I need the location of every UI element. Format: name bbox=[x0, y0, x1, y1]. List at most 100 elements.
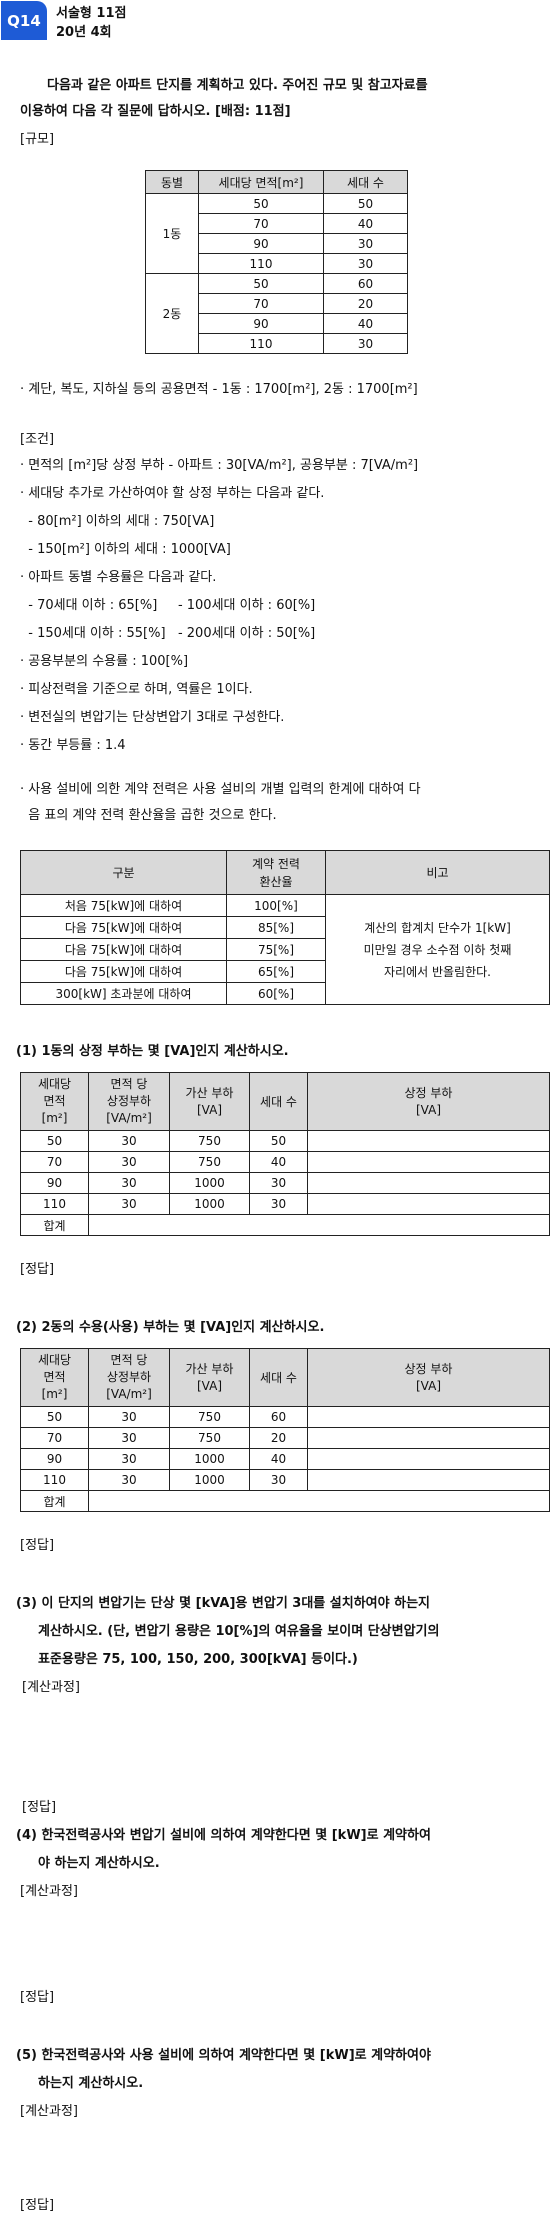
q2-cell: 20 bbox=[249, 1427, 308, 1449]
exam-session: 20년 4회 bbox=[56, 25, 112, 40]
condition-item: - 80[m²] 이하의 세대 : 750[VA] bbox=[20, 514, 215, 529]
conditions-list: · 면적의 [m²]당 상정 부하 - 아파트 : 30[VA/m²], 공용부… bbox=[20, 454, 550, 762]
contract-remark: 계산의 합계치 단수가 1[kW] 미만일 경우 소수점 이하 첫째 자리에서 … bbox=[325, 894, 550, 1005]
contract-rate: 65[%] bbox=[226, 960, 326, 983]
q1-cell: 90 bbox=[20, 1172, 89, 1194]
q2-title: (2) 2동의 수용(사용) 부하는 몇 [VA]인지 계산하시오. bbox=[16, 1320, 325, 1335]
area-cell: 110 bbox=[198, 333, 324, 354]
contract-category: 다음 75[kW]에 대하여 bbox=[20, 938, 227, 961]
q1-cell: 750 bbox=[169, 1151, 250, 1173]
dong-cell: 2동 bbox=[145, 273, 199, 354]
scale-table: 동별 세대당 면적[m²] 세대 수 1동 50 50 70 40 90 30 110… bbox=[145, 170, 408, 354]
q1-answer-cell[interactable] bbox=[307, 1130, 550, 1152]
area-cell: 70 bbox=[198, 293, 324, 314]
condition-item: · 공용부분의 수용률 : 100[%] bbox=[20, 654, 189, 669]
q2-header-area: 세대당 면적 [m²] bbox=[20, 1348, 89, 1407]
common-area-note: · 계단, 복도, 지하실 등의 공용면적 - 1동 : 1700[m²], 2… bbox=[20, 382, 418, 397]
q1-cell: 30 bbox=[88, 1151, 170, 1173]
area-cell: 90 bbox=[198, 313, 324, 334]
q1-header-add-load: 가산 부하 [VA] bbox=[169, 1072, 250, 1131]
q1-header-estimated-load: 상정 부하 [VA] bbox=[307, 1072, 550, 1131]
contract-rate: 75[%] bbox=[226, 938, 326, 961]
q2-answer-cell[interactable] bbox=[307, 1406, 550, 1428]
condition-item: · 피상전력을 기준으로 하며, 역률은 1이다. bbox=[20, 682, 253, 697]
q2-cell: 750 bbox=[169, 1427, 250, 1449]
remark-line: 계산의 합계치 단수가 1[kW] bbox=[364, 920, 511, 935]
condition-item: · 변전실의 변압기는 단상변압기 3대로 구성한다. bbox=[20, 710, 285, 725]
q1-cell: 30 bbox=[249, 1193, 308, 1215]
condition-item: · 아파트 동별 수용률은 다음과 같다. bbox=[20, 570, 217, 585]
q2-answer-cell[interactable] bbox=[307, 1469, 550, 1491]
q1-total-cell[interactable] bbox=[88, 1214, 550, 1236]
q1-title: (1) 1동의 상정 부하는 몇 [VA]인지 계산하시오. bbox=[16, 1044, 289, 1059]
contract-category: 다음 75[kW]에 대하여 bbox=[20, 960, 227, 983]
condition-item: · 세대당 추가로 가산하여야 할 상정 부하는 다음과 같다. bbox=[20, 486, 325, 501]
q2-cell: 30 bbox=[88, 1448, 170, 1470]
contract-category: 처음 75[kW]에 대하여 bbox=[20, 894, 227, 917]
q2-cell: 90 bbox=[20, 1448, 89, 1470]
q2-total-cell[interactable] bbox=[88, 1490, 550, 1512]
q5-answer-label: [정답] bbox=[20, 2198, 55, 2213]
q2-cell: 60 bbox=[249, 1406, 308, 1428]
q1-answer-cell[interactable] bbox=[307, 1151, 550, 1173]
condition-item: · 면적의 [m²]당 상정 부하 - 아파트 : 30[VA/m²], 공용부… bbox=[20, 458, 419, 473]
q5-calc-label: [계산과정] bbox=[20, 2104, 78, 2119]
count-cell: 40 bbox=[323, 213, 408, 234]
q2-cell: 750 bbox=[169, 1406, 250, 1428]
scale-header-dong: 동별 bbox=[145, 170, 199, 194]
q2-cell: 30 bbox=[88, 1427, 170, 1449]
q1-total-label: 합계 bbox=[20, 1214, 89, 1236]
q4-calc-label: [계산과정] bbox=[20, 1884, 78, 1899]
q5-title-line-1: (5) 한국전력공사와 사용 설비에 의하여 계약한다면 몇 [kW]로 계약하… bbox=[16, 2048, 431, 2063]
remark-line: 미만일 경우 소수점 이하 첫째 bbox=[363, 942, 512, 957]
q5-title-line-2: 하는지 계산하시오. bbox=[38, 2076, 144, 2091]
q1-cell: 1000 bbox=[169, 1172, 250, 1194]
question-number-badge: Q14 bbox=[1, 1, 47, 40]
condition-item: - 150[m²] 이하의 세대 : 1000[VA] bbox=[20, 542, 231, 557]
q1-cell: 30 bbox=[249, 1172, 308, 1194]
q1-cell: 750 bbox=[169, 1130, 250, 1152]
q2-header-count: 세대 수 bbox=[249, 1348, 308, 1407]
q1-answer-cell[interactable] bbox=[307, 1172, 550, 1194]
count-cell: 30 bbox=[323, 333, 408, 354]
q2-answer-label: [정답] bbox=[20, 1538, 55, 1553]
q2-cell: 1000 bbox=[169, 1448, 250, 1470]
q3-title-line-3: 표준용량은 75, 100, 150, 200, 300[kVA] 등이다.) bbox=[38, 1652, 358, 1667]
q1-cell: 50 bbox=[20, 1130, 89, 1152]
dong-cell: 1동 bbox=[145, 193, 199, 274]
q2-cell: 30 bbox=[88, 1469, 170, 1491]
contract-rate: 100[%] bbox=[226, 894, 326, 917]
q1-cell: 40 bbox=[249, 1151, 308, 1173]
q3-calc-label: [계산과정] bbox=[22, 1680, 80, 1695]
contract-category: 300[kW] 초과분에 대하여 bbox=[20, 982, 227, 1005]
q4-title-line-1: (4) 한국전력공사와 변압기 설비에 의하여 계약한다면 몇 [kW]로 계약… bbox=[16, 1828, 431, 1843]
conditions-label: [조건] bbox=[20, 432, 55, 447]
contract-header-rate: 계약 전력 환산율 bbox=[226, 850, 326, 895]
q1-cell: 30 bbox=[88, 1193, 170, 1215]
contract-header-remark: 비고 bbox=[325, 850, 550, 895]
count-cell: 60 bbox=[323, 273, 408, 294]
count-cell: 20 bbox=[323, 293, 408, 314]
q2-answer-cell[interactable] bbox=[307, 1427, 550, 1449]
q2-answer-cell[interactable] bbox=[307, 1448, 550, 1470]
condition-item: - 150세대 이하 : 55[%] - 200세대 이하 : 50[%] bbox=[20, 626, 316, 641]
count-cell: 30 bbox=[323, 253, 408, 274]
count-cell: 50 bbox=[323, 193, 408, 214]
q3-title-line-2: 계산하시오. (단, 변압기 용량은 10[%]의 여유율을 보이며 단상변압기… bbox=[38, 1624, 440, 1639]
q1-cell: 70 bbox=[20, 1151, 89, 1173]
q1-header-unit-load: 면적 당 상정부하 [VA/m²] bbox=[88, 1072, 170, 1131]
q2-header-unit-load: 면적 당 상정부하 [VA/m²] bbox=[88, 1348, 170, 1407]
contract-rate: 60[%] bbox=[226, 982, 326, 1005]
count-cell: 40 bbox=[323, 313, 408, 334]
q1-cell: 110 bbox=[20, 1193, 89, 1215]
contract-table: 구분 계약 전력 환산율 비고 처음 75[kW]에 대하여 100[%] 계산의… bbox=[20, 850, 550, 1005]
q1-cell: 1000 bbox=[169, 1193, 250, 1215]
condition-item: - 70세대 이하 : 65[%] - 100세대 이하 : 60[%] bbox=[20, 598, 316, 613]
contract-header-category: 구분 bbox=[20, 850, 227, 895]
question-type: 서술형 11점 bbox=[56, 6, 127, 21]
contract-rate: 85[%] bbox=[226, 916, 326, 939]
q1-table: 세대당 면적 [m²] 면적 당 상정부하 [VA/m²] 가산 부하 [VA]… bbox=[20, 1072, 550, 1236]
contract-note-1: · 사용 설비에 의한 계약 전력은 사용 설비의 개별 입력의 한계에 대하여… bbox=[20, 782, 421, 797]
q1-answer-cell[interactable] bbox=[307, 1193, 550, 1215]
q2-cell: 30 bbox=[249, 1469, 308, 1491]
